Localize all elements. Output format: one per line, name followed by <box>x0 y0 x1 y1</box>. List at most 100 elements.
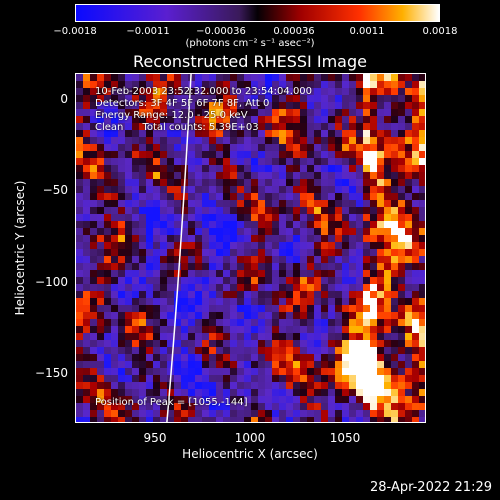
heatmap-cell <box>419 81 425 88</box>
heatmap-cell <box>412 326 419 333</box>
heatmap-cell <box>391 158 398 165</box>
heatmap-cell <box>209 417 216 422</box>
heatmap-cell <box>195 263 202 270</box>
heatmap-cell <box>405 368 412 375</box>
heatmap-cell <box>412 81 419 88</box>
heatmap-cell <box>328 214 335 221</box>
heatmap-cell <box>314 193 321 200</box>
heatmap-cell <box>349 361 356 368</box>
heatmap-cell <box>314 361 321 368</box>
heatmap-cell <box>181 389 188 396</box>
heatmap-cell <box>335 81 342 88</box>
heatmap-cell <box>307 172 314 179</box>
heatmap-cell <box>279 74 286 81</box>
heatmap-cell <box>202 137 209 144</box>
heatmap-cell <box>230 263 237 270</box>
heatmap-cell <box>419 242 425 249</box>
heatmap-cell <box>132 137 139 144</box>
heatmap-cell <box>293 186 300 193</box>
heatmap-cell <box>307 200 314 207</box>
heatmap-cell <box>132 361 139 368</box>
heatmap-cell <box>132 347 139 354</box>
heatmap-cell <box>146 144 153 151</box>
heatmap-cell <box>391 81 398 88</box>
heatmap-cell <box>363 256 370 263</box>
heatmap-cell <box>391 305 398 312</box>
heatmap-cell <box>328 144 335 151</box>
heatmap-cell <box>286 221 293 228</box>
heatmap-cell <box>223 410 230 417</box>
heatmap-cell <box>125 74 132 81</box>
heatmap-cell <box>139 95 146 102</box>
heatmap-cell <box>342 102 349 109</box>
heatmap-cell <box>181 291 188 298</box>
heatmap-cell <box>300 235 307 242</box>
heatmap-cell <box>419 207 425 214</box>
heatmap-cell <box>377 165 384 172</box>
heatmap-cell <box>279 200 286 207</box>
heatmap-cell <box>202 312 209 319</box>
heatmap-cell <box>321 319 328 326</box>
heatmap-cell <box>132 256 139 263</box>
heatmap-cell <box>384 284 391 291</box>
heatmap-cell <box>342 396 349 403</box>
heatmap-cell <box>314 403 321 410</box>
heatmap-cell <box>307 235 314 242</box>
heatmap-cell <box>286 305 293 312</box>
heatmap-cell <box>342 361 349 368</box>
heatmap-cell <box>335 193 342 200</box>
heatmap-cell <box>83 109 90 116</box>
heatmap-cell <box>377 95 384 102</box>
heatmap-cell <box>188 417 195 422</box>
heatmap-cell <box>356 158 363 165</box>
heatmap-cell <box>202 333 209 340</box>
heatmap-cell <box>377 144 384 151</box>
heatmap-cell <box>356 340 363 347</box>
heatmap-cell <box>167 361 174 368</box>
heatmap-cell <box>174 368 181 375</box>
heatmap-cell <box>258 88 265 95</box>
heatmap-cell <box>76 172 83 179</box>
heatmap-cell <box>314 284 321 291</box>
heatmap-cell <box>167 151 174 158</box>
heatmap-cell <box>209 158 216 165</box>
heatmap-cell <box>321 284 328 291</box>
heatmap-cell <box>125 256 132 263</box>
heatmap-cell <box>174 88 181 95</box>
heatmap-cell <box>76 333 83 340</box>
heatmap-cell <box>272 382 279 389</box>
heatmap-cell <box>167 305 174 312</box>
heatmap-cell <box>76 137 83 144</box>
heatmap-cell <box>272 165 279 172</box>
heatmap-cell <box>111 165 118 172</box>
heatmap-cell <box>153 193 160 200</box>
heatmap-cell <box>391 221 398 228</box>
colorbar <box>75 4 440 22</box>
heatmap-cell <box>251 137 258 144</box>
heatmap-cell <box>237 102 244 109</box>
heatmap-cell <box>160 305 167 312</box>
heatmap-cell <box>230 165 237 172</box>
heatmap-cell <box>146 263 153 270</box>
heatmap-cell <box>83 305 90 312</box>
heatmap-cell <box>419 137 425 144</box>
heatmap-cell <box>419 95 425 102</box>
heatmap-cell <box>272 298 279 305</box>
heatmap-cell <box>384 102 391 109</box>
heatmap-cell <box>419 284 425 291</box>
heatmap-cell <box>251 158 258 165</box>
heatmap-cell <box>335 340 342 347</box>
heatmap-cell <box>202 116 209 123</box>
heatmap-cell <box>258 186 265 193</box>
heatmap-cell <box>202 291 209 298</box>
heatmap-cell <box>363 95 370 102</box>
heatmap-cell <box>349 144 356 151</box>
heatmap-cell <box>181 277 188 284</box>
heatmap-cell <box>314 172 321 179</box>
heatmap-cell <box>300 186 307 193</box>
heatmap-cell <box>335 277 342 284</box>
heatmap-cell <box>223 102 230 109</box>
heatmap-cell <box>342 347 349 354</box>
heatmap-cell <box>419 165 425 172</box>
heatmap-cell <box>125 277 132 284</box>
